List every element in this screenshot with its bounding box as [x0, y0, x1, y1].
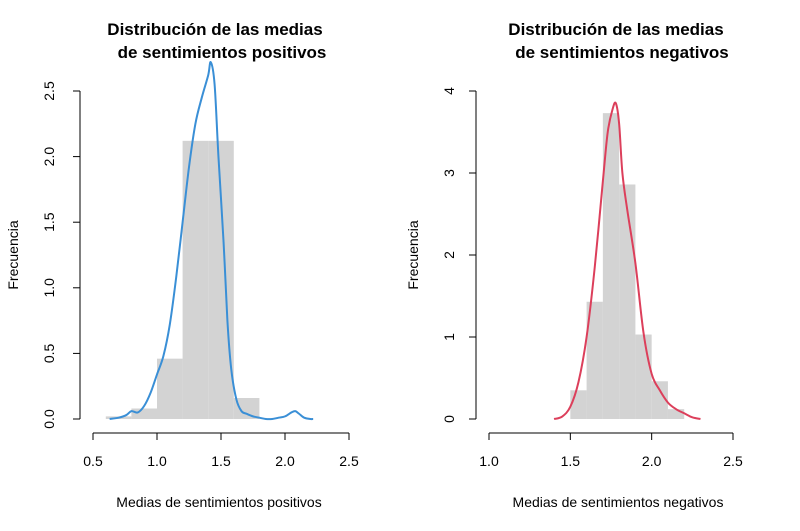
histogram-bar	[619, 184, 636, 419]
x-axis: 0.5 1.0 1.5 2.0 2.5	[83, 432, 359, 469]
histogram-bars	[570, 113, 685, 419]
histogram-bar	[131, 408, 157, 419]
y-tick-label: 3	[441, 169, 457, 177]
y-axis-label: Frecuencia	[5, 220, 21, 289]
x-tick-label: 1.0	[147, 453, 167, 469]
y-tick-label: 2	[441, 251, 457, 259]
negative-sentiment-histogram: Distribución de las medias de sentimient…	[405, 20, 743, 510]
histogram-bar	[602, 113, 620, 419]
histogram-bars	[105, 140, 260, 419]
chart-title-line-1: Distribución de las medias	[107, 20, 322, 39]
histogram-bar	[586, 301, 603, 419]
x-tick-label: 2.0	[275, 453, 295, 469]
histogram-bar	[570, 390, 587, 419]
y-axis: 0 1 2 3 4	[441, 87, 477, 423]
chart-title-line-1: Distribución de las medias	[508, 20, 723, 39]
y-tick-label: 1.5	[41, 212, 57, 232]
x-axis-label: Medias de sentimientos positivos	[116, 494, 321, 510]
chart-title-line-2: de sentimientos negativos	[515, 43, 729, 62]
histogram-bar	[667, 409, 685, 419]
histogram-bar	[233, 398, 260, 419]
x-tick-label: 0.5	[83, 453, 103, 469]
x-axis: 1.0 1.5 2.0 2.5	[479, 432, 743, 469]
y-tick-label: 4	[441, 87, 457, 95]
x-tick-label: 2.0	[642, 453, 662, 469]
x-tick-label: 1.0	[479, 453, 499, 469]
y-tick-label: 1.0	[41, 278, 57, 298]
x-tick-label: 2.5	[723, 453, 743, 469]
y-tick-label: 2.5	[41, 81, 57, 101]
histogram-bar	[157, 358, 183, 419]
y-tick-label: 0	[441, 415, 457, 423]
y-tick-label: 2.0	[41, 147, 57, 167]
histogram-bar	[635, 334, 652, 419]
y-axis: 0.0 0.5 1.0 1.5 2.0 2.5	[41, 81, 81, 429]
y-tick-label: 0.5	[41, 343, 57, 363]
positive-sentiment-histogram: Distribución de las medias de sentimient…	[5, 20, 359, 510]
x-tick-label: 1.5	[211, 453, 231, 469]
density-curve	[109, 61, 314, 421]
x-tick-label: 1.5	[561, 453, 581, 469]
x-axis-label: Medias de sentimientos negativos	[513, 494, 724, 510]
x-tick-label: 2.5	[339, 453, 359, 469]
y-tick-label: 0.0	[41, 409, 57, 429]
y-tick-label: 1	[441, 333, 457, 341]
histogram-bar	[651, 381, 668, 419]
y-axis-label: Frecuencia	[405, 220, 421, 289]
chart-title-line-2: de sentimientos positivos	[118, 43, 327, 62]
density-curve	[553, 101, 701, 420]
